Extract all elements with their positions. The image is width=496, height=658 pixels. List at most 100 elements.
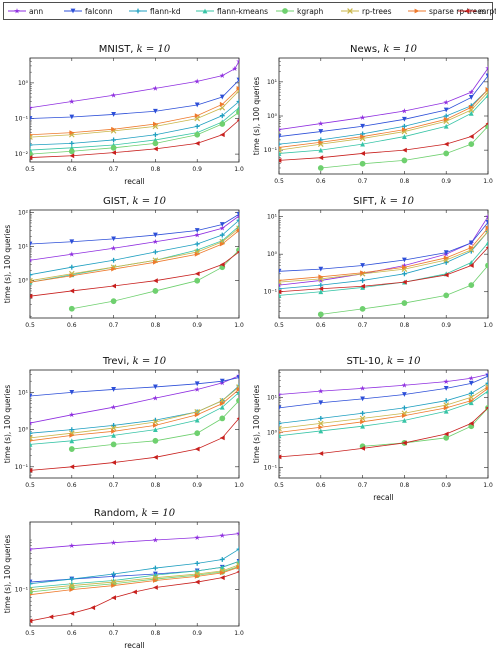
- x-tick-label: 0.8: [151, 322, 161, 329]
- panel-title-name: SIFT,: [353, 196, 380, 207]
- legend-label: rp-trees: [362, 7, 392, 16]
- y-tick-label: 10¹: [267, 214, 278, 221]
- panel-title-name: Trevi,: [102, 356, 133, 367]
- x-tick-label: 0.7: [109, 482, 119, 489]
- panel-title-k: k = 10: [137, 44, 171, 55]
- point-kgraph-marker: [486, 263, 491, 268]
- x-tick-label: 0.5: [25, 166, 35, 173]
- x-tick-label: 1.0: [483, 482, 493, 489]
- point-kgraph-marker: [444, 151, 449, 156]
- y-tick-label: 10⁰: [267, 429, 278, 436]
- y-tick-label: 10⁰: [267, 251, 278, 258]
- panel-title-k: k = 10: [383, 44, 417, 55]
- x-tick-label: 0.6: [316, 178, 326, 185]
- panel-title-name: STL-10,: [346, 356, 387, 367]
- x-tick-label: 0.9: [192, 166, 202, 173]
- point-kgraph-marker: [195, 431, 200, 436]
- x-tick-label: 1.0: [234, 482, 244, 489]
- point-kgraph-marker: [402, 301, 407, 306]
- x-tick-label: 0.8: [151, 482, 161, 489]
- x-tick-label: 0.6: [316, 322, 326, 329]
- x-tick-label: 0.9: [441, 178, 451, 185]
- panel-title-name: GIST,: [103, 196, 133, 207]
- x-tick-label: 0.5: [274, 482, 284, 489]
- point-kgraph-marker: [469, 142, 474, 147]
- y-tick-label: 10⁰: [18, 278, 29, 285]
- y-tick-label: 10⁰: [267, 113, 278, 120]
- point-kgraph-marker: [153, 289, 158, 294]
- point-kgraph-marker: [469, 283, 474, 288]
- x-tick-label: 1.0: [234, 166, 244, 173]
- y-axis-label: time (s), 100 queries: [3, 535, 12, 613]
- x-tick-label: 0.6: [316, 482, 326, 489]
- y-tick-label: 10⁻¹: [15, 587, 29, 594]
- plot-area: [279, 210, 488, 318]
- x-tick-label: 0.5: [25, 482, 35, 489]
- y-tick-label: 10²: [18, 210, 29, 217]
- x-tick-label: 0.5: [25, 630, 35, 637]
- panel-title-name: Random,: [94, 508, 142, 519]
- panel-title-k: k = 10: [133, 356, 167, 367]
- point-kgraph-marker: [318, 312, 323, 317]
- x-tick-label: 0.8: [151, 166, 161, 173]
- x-tick-label: 0.9: [441, 322, 451, 329]
- x-tick-label: 0.7: [109, 630, 119, 637]
- point-kgraph-marker: [318, 166, 323, 171]
- x-tick-label: 0.5: [25, 322, 35, 329]
- point-kgraph-marker: [444, 435, 449, 440]
- legend-label: ann: [29, 7, 43, 16]
- x-tick-label: 0.7: [358, 322, 368, 329]
- y-tick-label: 10¹: [267, 79, 278, 86]
- legend-label: flann-kmeans: [217, 7, 268, 16]
- y-axis-label: time (s), 100 queries: [3, 385, 12, 463]
- point-kgraph-marker: [237, 398, 242, 403]
- y-tick-label: 10⁰: [18, 427, 29, 434]
- panel-title: Trevi, k = 10: [102, 356, 167, 367]
- x-tick-label: 1.0: [234, 630, 244, 637]
- point-kgraph-marker: [111, 299, 116, 304]
- point-kgraph-marker: [69, 149, 74, 154]
- legend-label: falconn: [85, 7, 113, 16]
- panel-title-name: MNIST,: [99, 44, 137, 55]
- x-tick-label: 0.8: [400, 482, 410, 489]
- x-tick-label: 0.8: [400, 178, 410, 185]
- panel-title: GIST, k = 10: [103, 196, 167, 207]
- point-kgraph-marker: [69, 447, 74, 452]
- y-tick-label: 10⁻¹: [15, 115, 29, 122]
- plot-area: [30, 58, 239, 162]
- y-tick-label: 10⁻¹: [264, 289, 278, 296]
- point-kgraph-marker: [153, 141, 158, 146]
- x-tick-label: 0.6: [67, 322, 77, 329]
- legend-label: kgraph: [297, 7, 324, 16]
- point-kgraph-marker: [237, 110, 242, 115]
- x-tick-label: 0.8: [400, 322, 410, 329]
- x-tick-label: 0.7: [109, 322, 119, 329]
- panel-title-k: k = 10: [387, 356, 421, 367]
- x-tick-label: 1.0: [234, 322, 244, 329]
- x-axis-label: recall: [373, 493, 393, 502]
- y-tick-label: 10¹: [18, 389, 29, 396]
- x-tick-label: 0.5: [274, 322, 284, 329]
- x-axis-label: recall: [124, 177, 144, 186]
- panel-title: STL-10, k = 10: [346, 356, 421, 367]
- panel-title-name: News,: [350, 44, 383, 55]
- x-tick-label: 0.9: [192, 482, 202, 489]
- point-kgraph-marker: [111, 442, 116, 447]
- point-kgraph-marker: [111, 145, 116, 150]
- y-tick-label: 10¹: [18, 244, 29, 251]
- x-tick-label: 0.6: [67, 630, 77, 637]
- y-axis-label: time (s), 100 queries: [252, 385, 261, 463]
- x-axis-label: recall: [124, 641, 144, 650]
- panel-title-k: k = 10: [142, 508, 176, 519]
- x-tick-label: 0.7: [358, 482, 368, 489]
- x-tick-label: 0.9: [441, 482, 451, 489]
- panel-title: MNIST, k = 10: [99, 44, 171, 55]
- x-tick-label: 0.9: [192, 322, 202, 329]
